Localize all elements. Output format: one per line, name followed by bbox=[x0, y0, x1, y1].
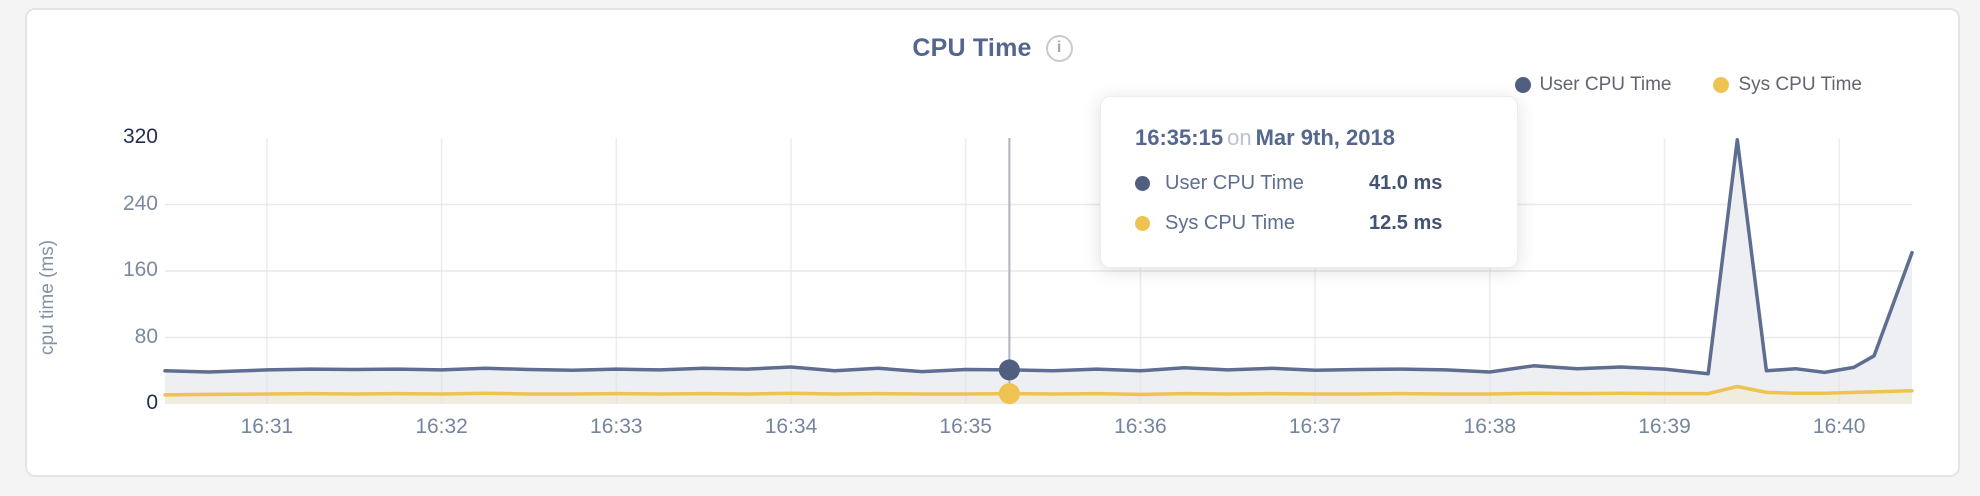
x-tick-label: 16:40 bbox=[1812, 415, 1866, 438]
tooltip-connector: on bbox=[1227, 125, 1252, 150]
sys-series-line bbox=[163, 384, 1914, 397]
user-series-area bbox=[165, 139, 1912, 404]
x-tick-label: 16:38 bbox=[1463, 415, 1517, 438]
x-tick-label: 16:34 bbox=[764, 415, 818, 438]
y-tick-label: 160 bbox=[122, 258, 158, 281]
x-tick-label: 16:36 bbox=[1114, 415, 1167, 438]
x-tick-label: 16:35 bbox=[939, 415, 992, 438]
legend-item-user[interactable]: User CPU Time bbox=[1514, 74, 1672, 96]
chart-title: CPU Time bbox=[912, 33, 1032, 62]
info-icon[interactable]: i bbox=[1045, 34, 1073, 62]
tooltip-label-user: User CPU Time bbox=[1165, 171, 1304, 194]
user-series-dot-icon bbox=[1135, 175, 1150, 191]
tooltip-date: Mar 9th, 2018 bbox=[1255, 125, 1395, 150]
x-tick-label: 16:31 bbox=[240, 415, 294, 438]
x-tick-label: 16:33 bbox=[590, 415, 643, 438]
user-legend-dot-icon bbox=[1514, 77, 1531, 93]
tooltip-row-sys: Sys CPU Time 12.5 ms bbox=[1135, 203, 1487, 243]
sys-legend-dot-icon bbox=[1713, 77, 1730, 93]
legend-item-sys[interactable]: Sys CPU Time bbox=[1713, 74, 1862, 96]
x-tick-label: 16:39 bbox=[1638, 415, 1691, 438]
legend-label-user: User CPU Time bbox=[1539, 74, 1672, 95]
tooltip-value-sys: 12.5 ms bbox=[1369, 211, 1443, 234]
tooltip-label-sys: Sys CPU Time bbox=[1165, 211, 1296, 234]
legend: User CPU Time Sys CPU Time bbox=[1514, 74, 1862, 96]
tooltip-value-user: 41.0 ms bbox=[1369, 171, 1443, 194]
y-tick-label: 320 bbox=[122, 125, 158, 148]
user-series-line bbox=[163, 137, 1914, 376]
hover-marker-sys bbox=[998, 383, 1020, 405]
hover-tooltip: 16:35:15 on Mar 9th, 2018 User CPU Time 41… bbox=[1100, 96, 1518, 268]
x-tick-label: 16:32 bbox=[415, 415, 468, 438]
y-tick-label: 240 bbox=[122, 191, 158, 215]
legend-label-sys: Sys CPU Time bbox=[1738, 74, 1862, 95]
y-tick-label: 0 bbox=[146, 391, 158, 414]
chart-header: CPU Time i bbox=[25, 28, 1960, 68]
tooltip-time: 16:35:15 bbox=[1135, 125, 1224, 150]
y-tick-label: 80 bbox=[134, 324, 158, 348]
x-tick-label: 16:37 bbox=[1288, 415, 1342, 438]
hover-marker-user bbox=[998, 359, 1020, 381]
tooltip-heading: 16:35:15 on Mar 9th, 2018 bbox=[1135, 125, 1487, 151]
sys-series-dot-icon bbox=[1135, 215, 1150, 231]
tooltip-row-user: User CPU Time 41.0 ms bbox=[1135, 163, 1487, 203]
